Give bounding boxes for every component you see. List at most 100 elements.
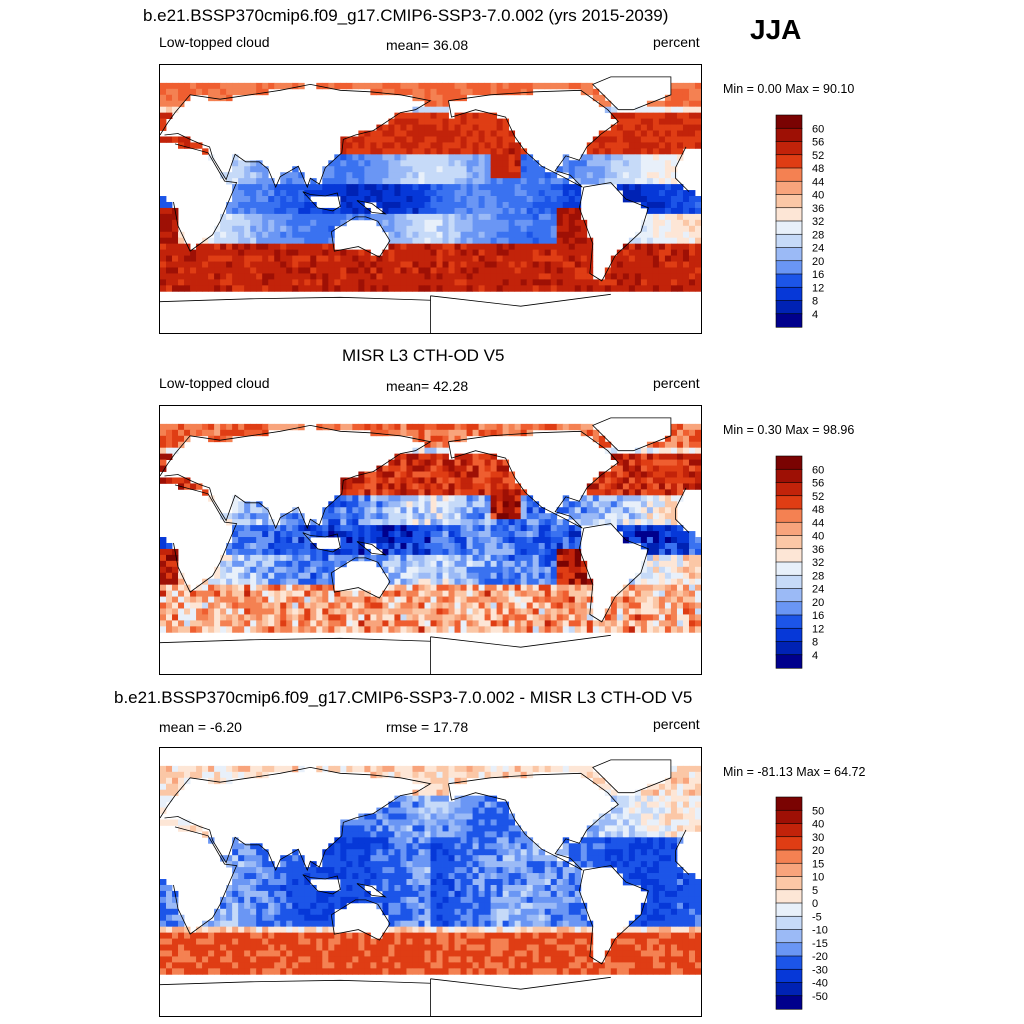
colorbar-tick-label: -40	[812, 978, 828, 990]
colorbar-box	[775, 942, 803, 957]
colorbar-tick-label: 40	[812, 190, 824, 202]
panel-1-mean-label: mean= 36.08	[386, 37, 469, 53]
colorbar-tick-label: 30	[812, 832, 824, 844]
colorbar-tick-label: 40	[812, 531, 824, 543]
colorbar-tick-label: 24	[812, 584, 824, 596]
panel-3-minmax: Min = -81.13 Max = 64.72	[723, 765, 866, 779]
colorbar-box	[775, 482, 803, 497]
colorbar-tick-label: -5	[812, 911, 822, 923]
colorbar-box	[775, 823, 803, 838]
colorbar-tick-label: 44	[812, 176, 824, 188]
colorbar-tick-label: 20	[812, 845, 824, 857]
colorbar-tick-label: -20	[812, 951, 828, 963]
colorbar-box	[775, 247, 803, 262]
namerica-coastline	[448, 430, 619, 529]
colorbar-box	[775, 654, 803, 669]
colorbar-tick-label: 56	[812, 137, 824, 149]
colorbar-box	[775, 574, 803, 590]
coastlines	[160, 759, 690, 1016]
colorbar-box	[775, 982, 803, 997]
colorbar-tick-label: 5	[812, 885, 818, 897]
colorbar-tick-label: 20	[812, 597, 824, 609]
coastlines	[160, 417, 690, 674]
colorbar-box	[775, 614, 803, 629]
panel-2-title: MISR L3 CTH-OD V5	[342, 346, 505, 365]
colorbar-box	[775, 968, 803, 984]
season-label: JJA	[750, 14, 802, 45]
colorbar-tick-label: 20	[812, 256, 824, 268]
panel-3-map-svg	[160, 759, 701, 1016]
colorbar-box	[775, 495, 803, 510]
panel-2-minmax: Min = 0.30 Max = 98.96	[723, 423, 855, 437]
colorbar-box	[775, 468, 803, 484]
colorbar-box	[775, 876, 803, 891]
indonesia-coastline	[302, 191, 341, 212]
colorbar-tick-label: 4	[812, 650, 818, 662]
indonesia-coastline	[302, 874, 341, 895]
panel-2-units-label: percent	[653, 375, 700, 391]
colorbar-tick-label: 8	[812, 296, 818, 308]
colorbar-box	[775, 548, 803, 563]
colorbar-box	[775, 180, 803, 196]
colorbar-tick-label: -10	[812, 925, 828, 937]
panel-3-title: b.e21.BSSP370cmip6.f09_g17.CMIP6-SSP3-7.…	[114, 688, 693, 707]
colorbar-box	[775, 273, 803, 288]
colorbar-tick-label: 4	[812, 309, 818, 321]
colorbar-box	[775, 114, 803, 129]
colorbar-box	[775, 127, 803, 143]
colorbar-box	[775, 588, 803, 603]
panel-1-minmax: Min = 0.00 Max = 90.10	[723, 82, 855, 96]
colorbar-box	[775, 849, 803, 864]
panel-1-title: b.e21.BSSP370cmip6.f09_g17.CMIP6-SSP3-7.…	[143, 6, 669, 25]
colorbar-tick-label: 28	[812, 229, 824, 241]
colorbar-tick-label: 10	[812, 872, 824, 884]
colorbar-box	[775, 286, 803, 302]
colorbar-box	[775, 167, 803, 182]
colorbar-box	[775, 521, 803, 537]
colorbar-box	[775, 260, 803, 275]
colorbar-tick-label: 60	[812, 464, 824, 476]
colorbar-tick-label: 32	[812, 216, 824, 228]
colorbar-box	[775, 836, 803, 851]
greenland-coastline	[592, 759, 672, 794]
panel-3-map	[159, 747, 702, 1017]
colorbar-tick-label: 40	[812, 819, 824, 831]
colorbar-tick-label: 16	[812, 269, 824, 281]
colorbar-box	[775, 889, 803, 904]
colorbar-box	[775, 508, 803, 523]
colorbar-box	[775, 796, 803, 811]
australia-coastline	[330, 216, 391, 258]
colorbar-box	[775, 154, 803, 169]
colorbar-tick-label: 28	[812, 570, 824, 582]
colorbar-box	[775, 627, 803, 643]
australia-coastline	[330, 899, 391, 941]
colorbar-tick-label: 52	[812, 491, 824, 503]
colorbar-box	[775, 995, 803, 1010]
colorbar-tick-label: 48	[812, 163, 824, 175]
panel-2-colorbar: 60 56 52 48 44 40 36 32 28 24 20 16 12 8 4	[775, 455, 856, 675]
colorbar-tick-label: 16	[812, 610, 824, 622]
colorbar-box	[775, 915, 803, 931]
colorbar-box	[775, 313, 803, 328]
panel-1-map	[159, 64, 702, 334]
colorbar-tick-label: 36	[812, 544, 824, 556]
panel-1-units-label: percent	[653, 34, 700, 50]
antarctica-coastline	[160, 976, 611, 1016]
coastlines	[160, 76, 690, 333]
panel-1-colorbar: 60 56 52 48 44 40 36 32 28 24 20 16 12 8 4	[775, 114, 856, 334]
colorbar-box	[775, 955, 803, 970]
colorbar-box	[775, 862, 803, 878]
colorbar-tick-label: -30	[812, 964, 828, 976]
greenland-coastline	[592, 417, 672, 452]
samerica-coastline	[578, 865, 649, 965]
colorbar-box	[775, 929, 803, 944]
panel-3-mean-label: mean = -6.20	[159, 719, 242, 735]
colorbar-tick-label: 52	[812, 150, 824, 162]
colorbar-tick-label: 12	[812, 623, 824, 635]
samerica-coastline	[578, 523, 649, 623]
newguinea-coastline	[356, 883, 387, 898]
indonesia-coastline	[302, 532, 341, 553]
colorbar-box	[775, 300, 803, 315]
africa-coastline	[173, 143, 690, 252]
australia-coastline	[330, 557, 391, 599]
